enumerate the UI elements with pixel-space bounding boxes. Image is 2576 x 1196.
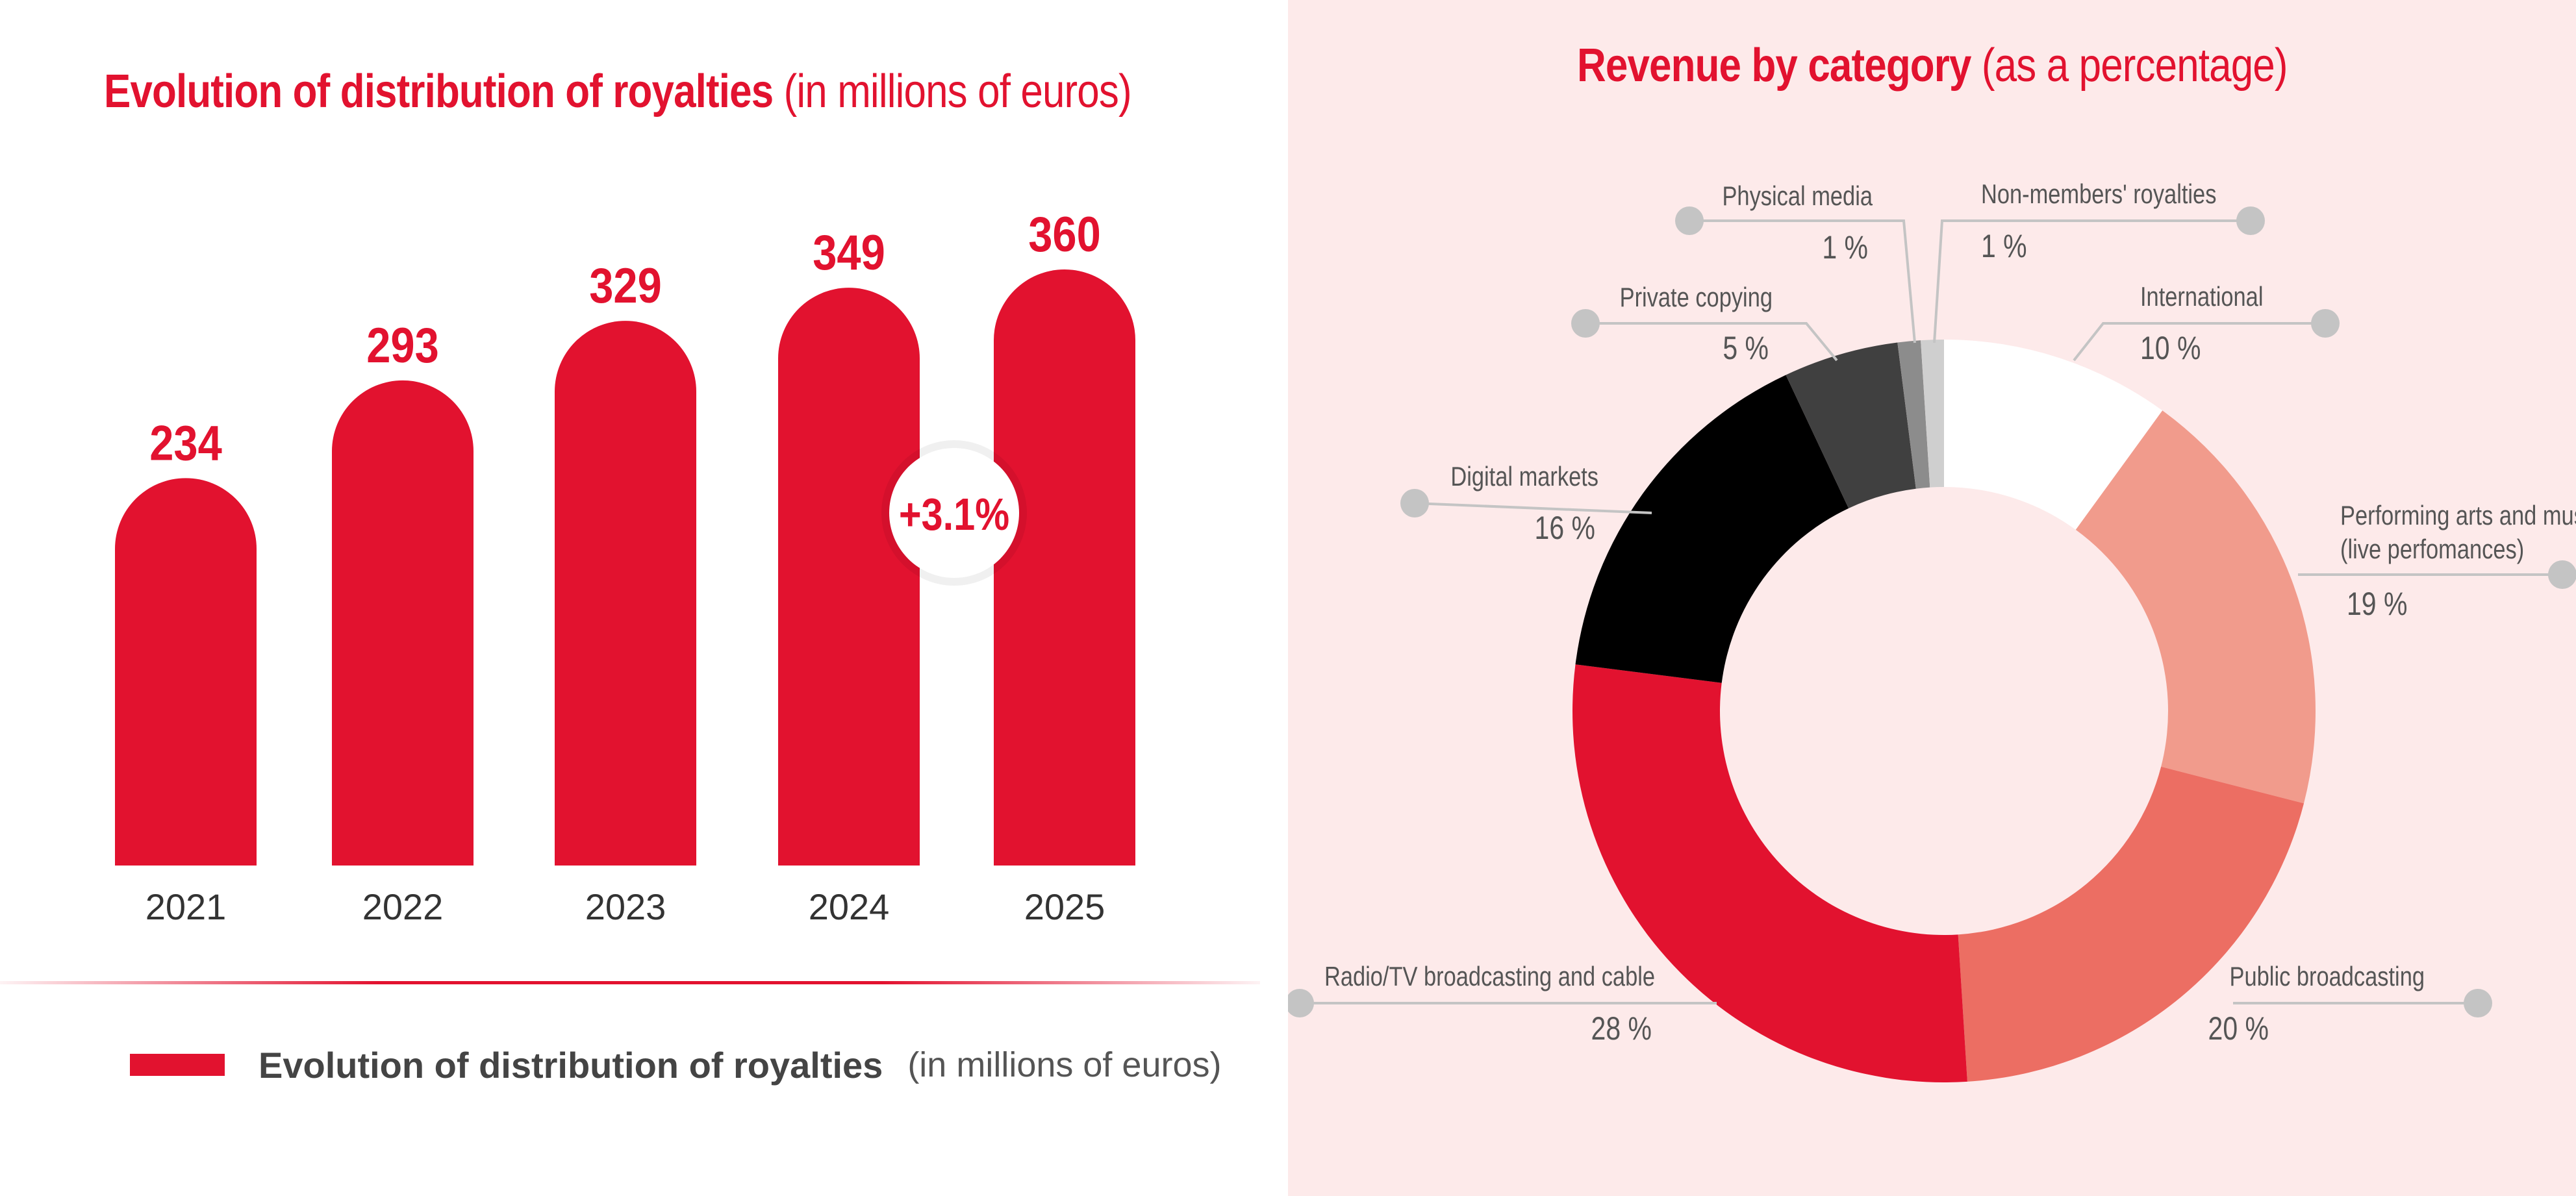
bar-chart-panel: Evolution of distribution of royalties (… <box>0 65 1260 1091</box>
donut-chart-title-unit: (as a percentage) <box>1981 40 2288 92</box>
bar-chart-legend: Evolution of distribution of royalties (… <box>130 1039 1221 1091</box>
slice-label: Public broadcasting <box>2230 962 2425 992</box>
slice-percent: 5 % <box>1723 330 1769 366</box>
x-tick-label: 2024 <box>809 886 890 927</box>
slice-percent: 19 % <box>2347 586 2407 622</box>
slice-percent: 28 % <box>1591 1010 1652 1047</box>
slice-label: Digital markets <box>1450 462 1598 492</box>
leader-line <box>2073 322 2324 362</box>
bar-chart-title: Evolution of distribution of royalties (… <box>104 65 1132 118</box>
bar-2024 <box>778 288 920 866</box>
slice-percent: 1 % <box>1822 229 1868 266</box>
leader-line <box>1691 219 1916 343</box>
bar-chart-divider <box>0 981 1260 984</box>
x-tick-label: 2022 <box>362 886 444 927</box>
slice-2 <box>2075 410 2316 804</box>
x-tick-label: 2021 <box>145 886 227 927</box>
bar-2022 <box>332 380 474 866</box>
bar-2023 <box>555 321 696 866</box>
legend-swatch <box>130 1054 225 1076</box>
leader-line <box>1414 502 1652 514</box>
donut-chart-panel: Revenue by category (as a percentage) In… <box>1288 0 2576 1196</box>
bar-value-label: 234 <box>149 416 222 471</box>
slice-label: Non-members' royalties <box>1981 179 2216 210</box>
bar-chart: 234 2021 293 2022 329 2023 349 2024 360 2025 +3.1% <box>115 207 1135 927</box>
leader-dot <box>2464 989 2492 1017</box>
leader-dot <box>1400 489 1429 517</box>
growth-annotation: +3.1% <box>899 488 1009 540</box>
slice-percent: 20 % <box>2208 1010 2269 1047</box>
bar-chart-title-unit: (in millions of euros) <box>783 66 1132 118</box>
slice-label: Private copying <box>1620 282 1773 313</box>
slice-label: Radio/TV broadcasting and cable <box>1324 962 1655 992</box>
bar-chart-title-main: Evolution of distribution of royalties <box>104 66 774 118</box>
donut-chart: International 10 % Performing arts and mus… <box>1288 179 2576 1082</box>
leader-dot <box>2236 206 2265 235</box>
donut-chart-title: Revenue by category (as a percentage) <box>1288 39 2576 92</box>
slice-3 <box>1958 766 2305 1082</box>
leader-dot <box>1288 989 1314 1017</box>
slice-6 <box>1786 342 1916 508</box>
leader-dot <box>2311 309 2340 338</box>
slice-percent: 1 % <box>1981 228 2027 264</box>
slice-label: International <box>2140 282 2263 312</box>
leader-dot <box>1675 206 1704 235</box>
bar-value-label: 293 <box>366 318 439 373</box>
slice-label-line2: (live perfomances) <box>2340 534 2524 565</box>
leader-dot <box>1571 309 1600 338</box>
bar-2025 <box>994 269 1135 866</box>
bar-value-label: 329 <box>589 258 662 314</box>
bar-value-label: 360 <box>1028 207 1101 262</box>
legend-sublabel: (in millions of euros) <box>907 1045 1222 1084</box>
bar-2021 <box>115 478 257 866</box>
slice-7 <box>1897 340 1930 489</box>
x-tick-label: 2023 <box>585 886 666 927</box>
slice-percent: 10 % <box>2140 330 2201 366</box>
slice-label: Physical media <box>1722 181 1873 212</box>
slice-1 <box>1944 340 2163 530</box>
slice-5 <box>1575 375 1849 683</box>
donut-chart-title-main: Revenue by category <box>1576 40 1971 92</box>
leader-dot <box>2548 560 2576 589</box>
slice-8 <box>1921 340 1944 488</box>
bar-value-label: 349 <box>813 225 885 280</box>
leader-line <box>1933 219 2249 343</box>
growth-badge <box>889 448 1019 578</box>
slice-4 <box>1572 664 1967 1082</box>
x-tick-label: 2025 <box>1024 886 1105 927</box>
slice-label: Performing arts and music <box>2340 501 2576 531</box>
legend-label: Evolution of distribution of royalties <box>259 1044 883 1086</box>
leader-line <box>1587 322 1838 362</box>
slice-percent: 16 % <box>1535 510 1595 546</box>
